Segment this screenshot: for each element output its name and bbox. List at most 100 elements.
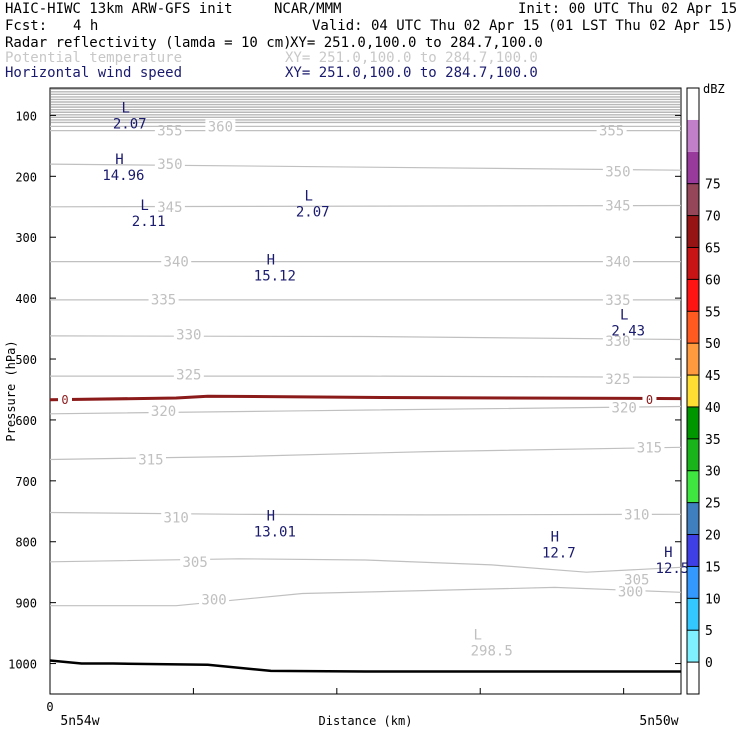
init-time: Init: 00 UTC Thu 02 Apr 15 xyxy=(518,1,738,17)
theta-label-bg xyxy=(634,440,665,455)
forecast-label: Fcst: xyxy=(5,18,48,34)
y-tick-label: 200 xyxy=(15,170,37,184)
theta-label: 300 xyxy=(201,593,226,609)
theta-label-bg xyxy=(135,452,166,467)
theta-label: 325 xyxy=(605,372,630,388)
freezing-level-label: 0 xyxy=(61,393,68,407)
terrain-line xyxy=(49,659,681,673)
theta-label: 300 xyxy=(618,585,643,601)
colorbar-label: 60 xyxy=(705,273,721,288)
theta-contour-330 xyxy=(49,335,682,341)
colorbar-label: 20 xyxy=(705,529,721,544)
wind-extremum-value: 2.43 xyxy=(611,323,645,339)
wind-extremum-marker: L xyxy=(122,100,130,116)
colorbar-swatch xyxy=(687,438,699,471)
field-wind-name: Horizontal wind speed xyxy=(5,65,183,81)
colorbar-swatch xyxy=(687,598,699,631)
wind-extremum-value: 2.11 xyxy=(132,214,166,230)
colorbar-label: 25 xyxy=(705,497,721,512)
wind-extremum-marker: H xyxy=(551,530,559,546)
wind-extremum-marker: L xyxy=(304,189,312,205)
colorbar-label: 30 xyxy=(705,465,721,480)
colorbar-swatch xyxy=(687,502,699,535)
theta-label: 320 xyxy=(612,401,637,417)
colorbar-label: 65 xyxy=(705,241,721,256)
theta-label-bg xyxy=(154,123,185,138)
colorbar-label: 55 xyxy=(705,305,721,320)
colorbar-swatch xyxy=(687,151,699,184)
theta-label-bg xyxy=(615,584,646,599)
colorbar-swatch xyxy=(687,215,699,248)
wind-extremum-marker: H xyxy=(664,545,672,561)
wind-extremum-marker: L xyxy=(140,198,148,214)
theta-label-bg xyxy=(180,554,211,569)
x-left-label: 5n54w xyxy=(60,714,99,729)
theta-min-value: 298.5 xyxy=(471,643,513,659)
theta-label-bg xyxy=(154,157,185,172)
theta-label: 350 xyxy=(157,157,182,173)
wind-extremum-value: 2.07 xyxy=(296,205,330,221)
theta-label: 355 xyxy=(157,124,182,140)
theta-label: 335 xyxy=(151,292,176,308)
organization: NCAR/MMM xyxy=(274,1,342,17)
model-title: HAIC-HIWC 13km ARW-GFS init xyxy=(5,1,233,17)
colorbar-swatch xyxy=(687,279,699,312)
wind-extremum-value: 14.96 xyxy=(102,168,144,184)
theta-label: 345 xyxy=(605,199,630,215)
theta-label-bg xyxy=(199,592,230,607)
colorbar-label: 50 xyxy=(705,337,721,352)
theta-label-bg xyxy=(161,254,192,269)
colorbar-swatch xyxy=(687,375,699,407)
theta-contour-325 xyxy=(50,375,682,378)
wind-extremum-marker: L xyxy=(620,307,628,323)
theta-label: 315 xyxy=(637,440,662,456)
theta-label: 335 xyxy=(605,293,630,309)
wind-extremum-marker: H xyxy=(267,253,275,269)
x-axis-label: Distance (km) xyxy=(319,714,413,728)
colorbar-swatch xyxy=(687,119,699,152)
theta-label: 360 xyxy=(208,119,233,135)
colorbar-label: 70 xyxy=(705,210,721,225)
colorbar-swatch xyxy=(687,470,699,503)
colorbar-swatch xyxy=(687,183,699,216)
theta-contour-320 xyxy=(49,405,682,415)
theta-label: 330 xyxy=(605,334,630,350)
theta-label-bg xyxy=(602,372,633,387)
wind-extremum-value: 15.12 xyxy=(254,269,296,285)
y-tick-label: 800 xyxy=(15,536,37,550)
y-tick-label: 500 xyxy=(15,353,37,367)
theta-label: 315 xyxy=(138,453,163,469)
colorbar-label: 40 xyxy=(705,401,721,416)
colorbar-swatch xyxy=(687,88,699,120)
theta-label-bg xyxy=(596,123,627,138)
theta-label-bg xyxy=(621,507,652,522)
theta-label-bg xyxy=(602,198,633,213)
y-tick-label: 700 xyxy=(15,475,37,489)
colorbar-label: 10 xyxy=(705,592,721,607)
y-tick-label: 400 xyxy=(15,292,37,306)
theta-label: 355 xyxy=(599,124,624,140)
colorbar-swatch xyxy=(687,311,699,344)
theta-label: 305 xyxy=(624,572,649,588)
y-tick-label: 900 xyxy=(15,597,37,611)
forecast-hours: 4 h xyxy=(73,18,99,34)
theta-label-bg xyxy=(148,403,179,418)
colorbar-label: 15 xyxy=(705,560,721,575)
colorbar-swatch xyxy=(687,247,699,280)
colorbar-swatch xyxy=(687,662,699,694)
freezing-level-line xyxy=(49,394,682,402)
theta-label: 305 xyxy=(182,555,207,571)
theta-contour-300 xyxy=(50,586,682,607)
theta-label-bg xyxy=(609,400,640,415)
y-tick-label: 100 xyxy=(15,109,37,123)
plot-area xyxy=(49,87,682,695)
colorbar-label: 35 xyxy=(705,433,721,448)
theta-label-bg xyxy=(161,510,192,525)
theta-label: 345 xyxy=(157,200,182,216)
y-tick-label: 300 xyxy=(15,231,37,245)
colorbar-frame xyxy=(686,87,700,695)
theta-label: 350 xyxy=(605,164,630,180)
colorbar-swatch xyxy=(687,406,699,439)
colorbar-swatch xyxy=(687,566,699,599)
theta-label-bg xyxy=(621,572,652,587)
